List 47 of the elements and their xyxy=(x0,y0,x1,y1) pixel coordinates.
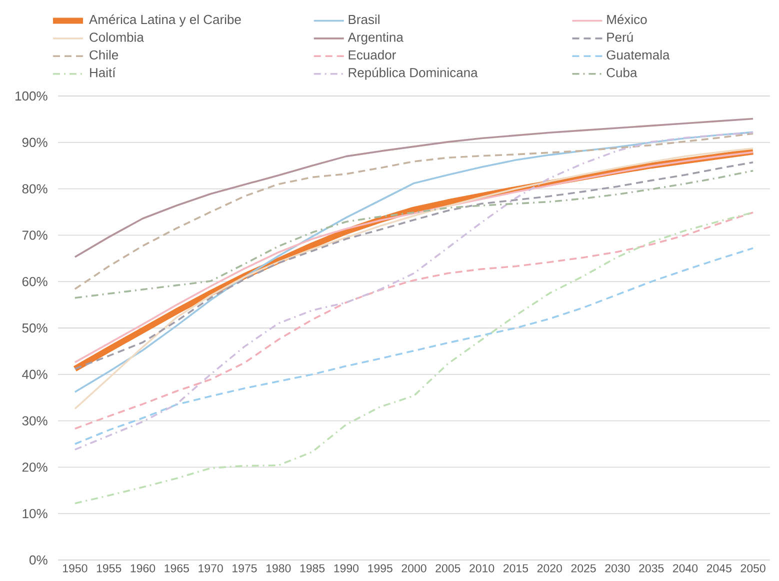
y-tick-label: 50% xyxy=(22,323,48,333)
y-tick-label: 90% xyxy=(22,138,48,147)
x-tick-label: 1975 xyxy=(232,564,257,572)
y-tick-label: 40% xyxy=(22,370,48,379)
legend-label: Guatemala xyxy=(606,50,670,60)
legend-label: México xyxy=(607,14,647,24)
x-tick-label: 1950 xyxy=(63,564,88,572)
x-tick-label: 2045 xyxy=(706,564,732,572)
x-tick-label: 1960 xyxy=(130,564,156,572)
legend-label: Perú xyxy=(607,32,633,42)
x-tick-label: 1970 xyxy=(198,564,223,572)
y-tick-label: 60% xyxy=(22,276,48,286)
legend-label: República Dominicana xyxy=(348,68,478,80)
legend-label: Ecuador xyxy=(348,50,396,60)
x-tick-label: 2020 xyxy=(537,564,562,572)
y-tick-label: 20% xyxy=(22,462,48,472)
x-tick-label: 1965 xyxy=(164,564,189,572)
x-tick-label: 2030 xyxy=(605,564,630,572)
x-tick-label: 2050 xyxy=(740,564,766,572)
x-tick-label: 2040 xyxy=(673,564,698,572)
line-series xyxy=(74,132,754,450)
x-tick-label: 1990 xyxy=(334,564,359,572)
legend-label: Argentina xyxy=(348,32,404,44)
legend-label: Colombia xyxy=(90,32,144,42)
x-tick-label: 2005 xyxy=(436,564,460,572)
x-tick-label: 2025 xyxy=(571,564,596,572)
legend-label: Haití xyxy=(90,68,116,78)
x-tick-label: 1995 xyxy=(368,564,392,572)
legend-label: Chile xyxy=(90,50,118,60)
y-tick-label: 100% xyxy=(16,91,48,101)
x-tick-label: 2000 xyxy=(402,564,426,572)
y-tick-label: 80% xyxy=(22,184,48,194)
x-tick-label: 1985 xyxy=(300,564,325,572)
line-series xyxy=(74,212,754,430)
legend-label: Cuba xyxy=(606,68,638,78)
y-tick-label: 70% xyxy=(22,230,48,240)
legend-label: América Latina y el Caribe xyxy=(89,14,241,27)
x-tick-label: 2015 xyxy=(504,564,528,572)
y-tick-label: 10% xyxy=(22,508,48,518)
legend-label: Brasil xyxy=(348,14,380,24)
x-tick-label: 2035 xyxy=(639,564,664,572)
x-tick-label: 1955 xyxy=(96,564,122,572)
y-tick-label: 30% xyxy=(22,416,48,426)
x-tick-label: 2010 xyxy=(470,564,494,572)
x-tick-label: 1980 xyxy=(266,564,291,572)
line-series xyxy=(74,170,754,299)
y-tick-label: 0% xyxy=(30,555,48,565)
